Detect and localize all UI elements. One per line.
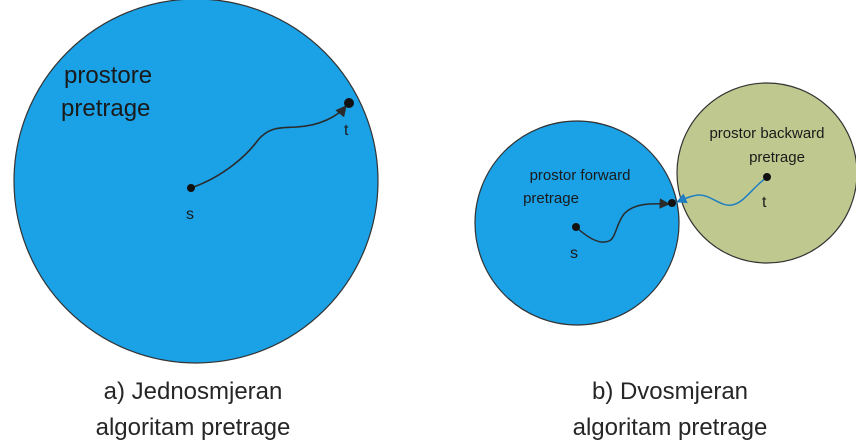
backward-label-line2: pretrage [749,149,805,166]
path-s-to-t [190,105,347,189]
caption-a-line2: algoritam pretrage [96,414,291,441]
node-s-b [572,223,580,231]
backward-path [676,177,767,206]
backward-search-space-circle [676,82,856,264]
forward-path [575,198,671,243]
node-t-b [763,173,771,181]
panel-b: prostor forward pretrage prostor backwar… [474,82,856,441]
forward-label-line1: prostor forward [530,167,631,184]
forward-search-space-circle [474,120,680,326]
search-space-label-line2: pretrage [61,95,150,122]
node-s [187,184,195,192]
caption-a-line1: a) Jednosmjeran [104,378,283,405]
node-t-label: t [344,122,349,139]
node-t-b-label: t [762,194,767,211]
node-s-label: s [186,206,194,223]
search-space-circle [13,0,379,364]
meeting-node [668,199,676,207]
node-t [344,98,354,108]
forward-label-line2: pretrage [523,190,579,207]
node-s-b-label: s [570,245,578,262]
caption-b-line2: algoritam pretrage [573,414,768,441]
caption-b-line1: b) Dvosmjeran [592,378,748,405]
backward-label-line1: prostor backward [709,125,824,142]
panel-a: prostore pretrage s t a) Jednosmjeran al… [13,0,379,441]
search-space-label-line1: prostore [64,62,152,89]
